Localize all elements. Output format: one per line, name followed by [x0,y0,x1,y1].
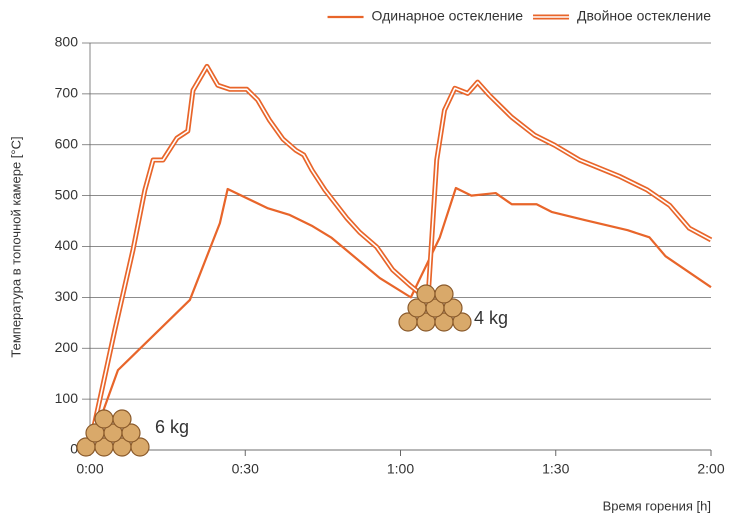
y-axis-label: Температура в топочной камере [°C] [8,136,23,357]
y-tick-label: 100 [55,390,79,406]
x-tick-label: 1:00 [387,461,414,477]
y-tick-label: 200 [55,339,79,355]
wood-pile [77,410,149,456]
legend-label: Одинарное остекление [372,8,524,24]
y-tick-label: 500 [55,186,79,202]
x-tick-label: 0:00 [76,461,103,477]
x-axis-label: Время горения [h] [603,498,711,513]
chart: Двойное остеклениеОдинарное остекление01… [0,0,736,517]
y-tick-label: 800 [55,34,79,50]
legend-label: Двойное остекление [577,8,711,24]
series-line [90,66,711,445]
x-tick-label: 0:30 [232,461,259,477]
y-tick-label: 700 [55,85,79,101]
annotation: 6 kg [155,417,189,437]
annotation: 4 kg [474,308,508,328]
y-tick-label: 400 [55,237,79,253]
lines [90,66,711,447]
x-tick-label: 2:00 [697,461,724,477]
y-tick-label: 300 [55,288,79,304]
y-tick-label: 600 [55,135,79,151]
wood-pile [399,285,471,331]
x-tick-label: 1:30 [542,461,569,477]
series-line-inner [90,66,711,445]
legend: Двойное остекление Одинарное остекление [328,8,712,24]
